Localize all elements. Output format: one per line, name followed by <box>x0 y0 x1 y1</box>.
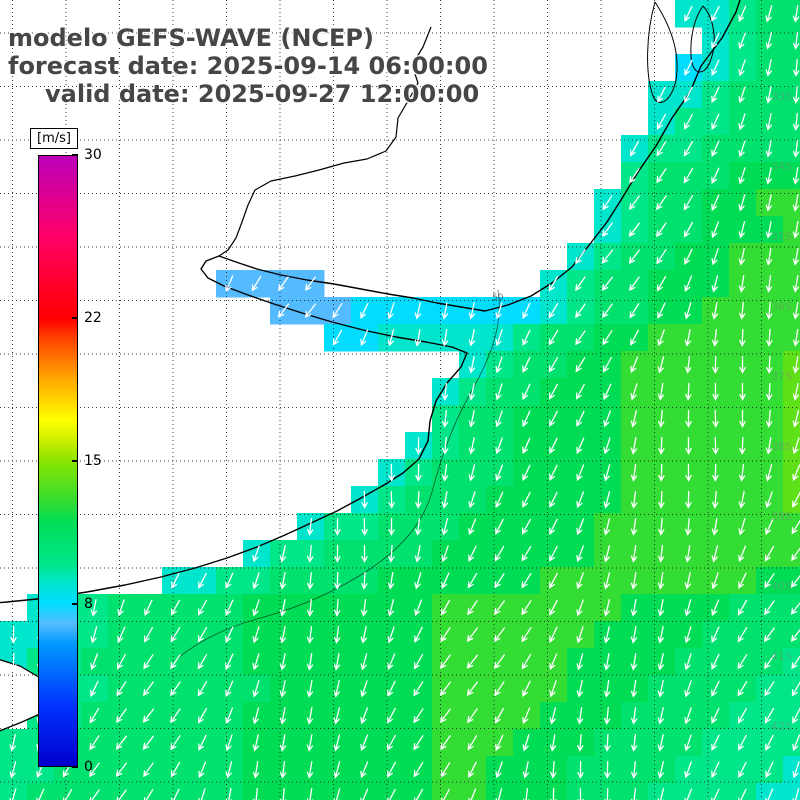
colorbar-tick-label: 15 <box>84 453 102 469</box>
colorbar: [m/s] 30 22 15 8 0 <box>30 128 160 793</box>
colorbar-tick-label: 30 <box>84 147 102 163</box>
colorbar-unit-label: [m/s] <box>30 128 78 149</box>
isobath-label: 50 <box>492 293 504 303</box>
latitude-label: 40S <box>771 580 792 593</box>
wind-arrows <box>9 4 800 800</box>
latitude-labels: 33S 34S 35S 36S 37S 38S 39S 40S 41S 42S <box>771 90 792 733</box>
colorbar-tick-label: 22 <box>84 310 102 327</box>
colorbar-tick-mark <box>72 460 78 462</box>
latitude-label: 39S <box>771 510 792 523</box>
latitude-label: 42S <box>771 720 792 733</box>
latitude-label: 35S <box>771 230 792 243</box>
latitude-label: 37S <box>771 370 792 383</box>
colorbar-tick-mark <box>72 317 78 320</box>
latitude-label: 38S <box>771 440 792 453</box>
colorbar-tick-label: 8 <box>84 595 93 612</box>
colorbar-gradient <box>38 155 78 767</box>
colorbar-tick-mark <box>72 766 78 768</box>
latitude-label: 34S <box>771 160 792 173</box>
colorbar-tick-label: 0 <box>84 759 93 775</box>
latitude-label: 36S <box>771 300 792 313</box>
colorbar-tick-mark <box>72 154 78 156</box>
latitude-label: 41S <box>771 650 792 663</box>
latitude-label: 33S <box>771 90 792 103</box>
colorbar-tick-mark <box>72 602 78 605</box>
